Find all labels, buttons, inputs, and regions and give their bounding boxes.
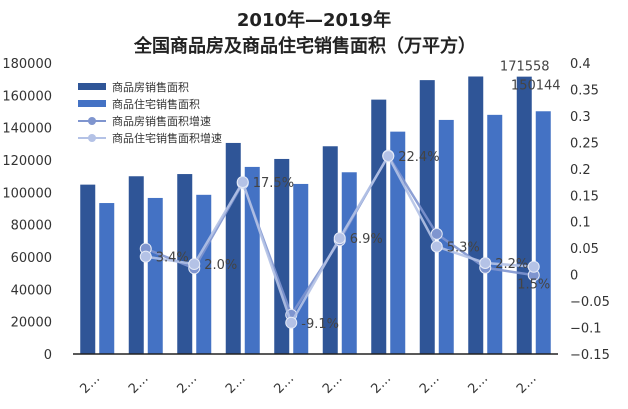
- point-residential-2017: [430, 240, 443, 253]
- bar-residential-2016: [390, 131, 406, 354]
- line-data-label: -9.1%: [301, 317, 339, 332]
- point-residential-2015: [333, 232, 346, 245]
- x-tick-label: 2…: [77, 371, 103, 397]
- x-tick-label: 2…: [271, 371, 297, 397]
- line-data-label: 5.3%: [447, 241, 480, 256]
- chart-subtitle: 全国商品房及商品住宅销售面积（万平方）: [133, 35, 476, 57]
- y-left-tick-label: 0: [44, 348, 52, 363]
- bar-residential-2018: [487, 114, 503, 354]
- line-data-label: 2.0%: [204, 258, 237, 273]
- y-left-tick-label: 180000: [2, 57, 52, 72]
- point-residential-2016: [382, 150, 395, 163]
- point-residential-2018: [479, 256, 492, 269]
- point-residential-2012: [188, 258, 201, 271]
- y-left-tick-label: 120000: [2, 154, 52, 169]
- bar-commercial-2018: [468, 76, 484, 354]
- y-right-tick-label: 0.05: [570, 242, 599, 257]
- legend-swatch: [78, 83, 106, 90]
- line-data-label: 2.2%: [495, 257, 528, 272]
- line-data-label: 3.4%: [156, 251, 189, 266]
- x-tick-label: 2…: [465, 371, 491, 397]
- bar-commercial-2011: [128, 176, 144, 354]
- y-right-tick-label: 0.2: [570, 163, 591, 178]
- bar-commercial-2016: [371, 99, 387, 355]
- bar-commercial-2019: [516, 76, 532, 355]
- x-tick-label: 2…: [514, 371, 540, 397]
- y-right-tick-label: 0.25: [570, 136, 599, 151]
- y-left-tick-label: 140000: [2, 122, 52, 137]
- y-right-tick-label: 0: [570, 269, 578, 284]
- y-left-tick-label: 80000: [11, 219, 52, 234]
- chart-title: 2010年—2019年: [237, 9, 391, 31]
- legend-marker: [88, 134, 96, 142]
- bar-commercial-2015: [322, 146, 338, 354]
- y-right-tick-label: −0.1: [570, 322, 602, 337]
- bar-residential-2011: [147, 197, 163, 354]
- legend-label: 商品房销售面积: [112, 80, 189, 94]
- y-right-tick-label: 0.15: [570, 189, 599, 204]
- legend-label: 商品房销售面积增速: [112, 114, 211, 128]
- bar-residential-2015: [341, 172, 357, 354]
- point-residential-2013: [236, 176, 249, 189]
- legend-label: 商品住宅销售面积增速: [112, 131, 222, 145]
- x-tick-label: 2…: [417, 371, 443, 397]
- bar-data-label: 150144: [511, 78, 561, 93]
- y-right-tick-label: −0.15: [570, 348, 610, 363]
- point-residential-2019: [527, 260, 540, 273]
- bar-commercial-2013: [225, 142, 241, 354]
- y-right-tick-label: 0.35: [570, 83, 599, 98]
- y-left-tick-label: 100000: [2, 186, 52, 201]
- x-tick-label: 2…: [174, 371, 200, 397]
- legend-label: 商品住宅销售面积: [112, 97, 200, 111]
- x-tick-label: 2…: [223, 371, 249, 397]
- legend-swatch: [78, 100, 106, 107]
- x-tick-label: 2…: [320, 371, 346, 397]
- y-right-tick-label: −0.05: [570, 295, 610, 310]
- bar-residential-2017: [438, 119, 454, 354]
- point-residential-2011: [139, 250, 152, 263]
- bar-data-label: 171558: [500, 60, 550, 75]
- line-data-label: 22.4%: [398, 150, 439, 165]
- x-tick-label: 2…: [368, 371, 394, 397]
- legend-marker: [88, 117, 96, 125]
- y-left-tick-label: 160000: [2, 89, 52, 104]
- y-right-tick-label: 0.3: [570, 110, 591, 125]
- line-data-label: 6.9%: [350, 232, 383, 247]
- bar-residential-2019: [535, 111, 551, 354]
- line-data-label: 17.5%: [253, 176, 294, 191]
- bar-residential-2013: [244, 166, 260, 354]
- line-data-label: 1.5%: [517, 278, 550, 293]
- bar-residential-2012: [196, 194, 212, 354]
- y-right-tick-label: 0.1: [570, 216, 591, 231]
- bar-residential-2010: [99, 203, 115, 354]
- y-left-tick-label: 20000: [11, 316, 52, 331]
- y-right-tick-label: 0.4: [570, 57, 591, 72]
- y-left-tick-label: 40000: [11, 283, 52, 298]
- y-left-tick-label: 60000: [11, 251, 52, 266]
- x-tick-label: 2…: [126, 371, 152, 397]
- bar-commercial-2010: [80, 184, 96, 354]
- point-residential-2014: [285, 316, 298, 329]
